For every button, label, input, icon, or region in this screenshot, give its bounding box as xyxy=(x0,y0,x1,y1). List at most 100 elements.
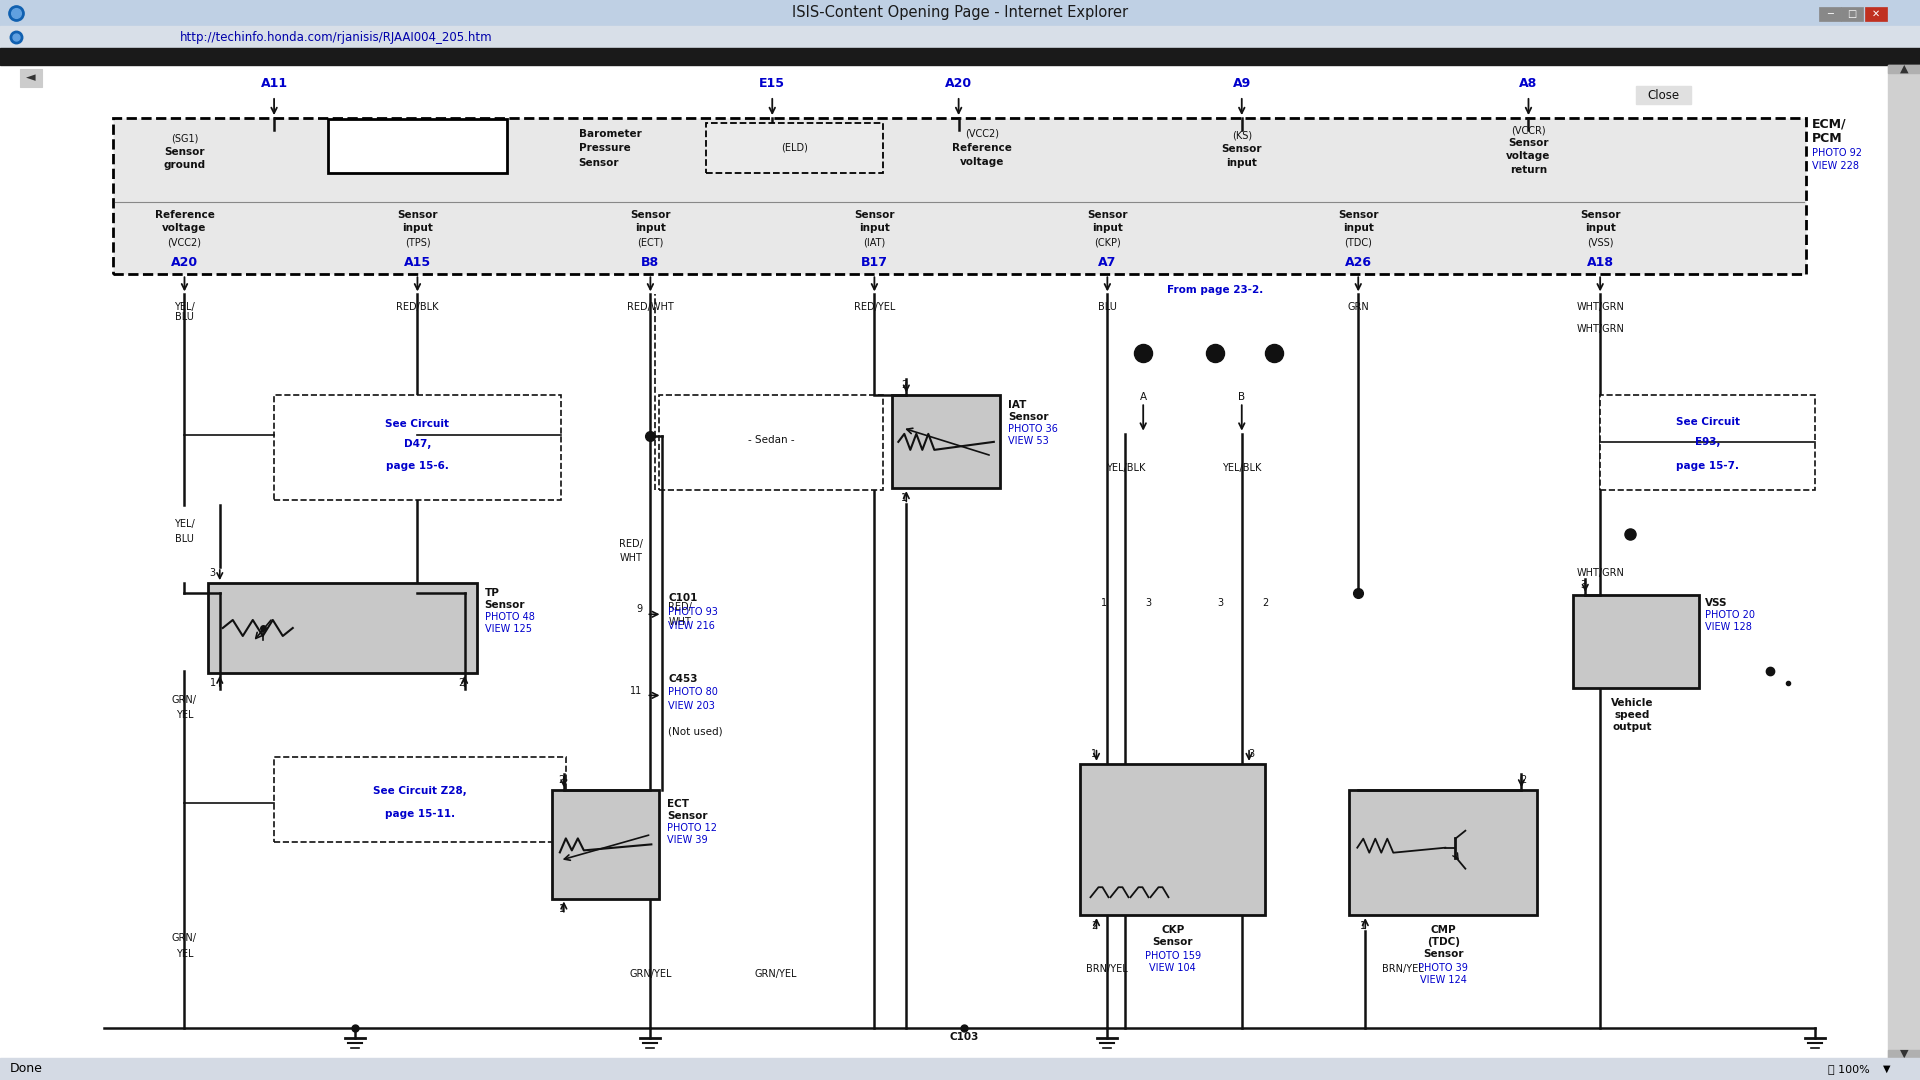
Text: 1: 1 xyxy=(1100,597,1106,608)
Text: Sensor: Sensor xyxy=(1338,210,1379,219)
Text: 11: 11 xyxy=(630,686,643,696)
Text: CKP: CKP xyxy=(1162,926,1185,935)
Text: Sensor: Sensor xyxy=(630,210,670,219)
Text: Close: Close xyxy=(1647,89,1680,102)
Text: 1: 1 xyxy=(209,678,215,688)
Text: A18: A18 xyxy=(1586,256,1613,269)
Text: (VCCR): (VCCR) xyxy=(1511,125,1546,136)
Text: input: input xyxy=(858,224,889,233)
Text: A20: A20 xyxy=(171,256,198,269)
Text: Sensor: Sensor xyxy=(484,600,524,610)
Bar xyxy=(1636,86,1692,105)
Text: ▼: ▼ xyxy=(1899,1049,1908,1059)
Text: PHOTO 80: PHOTO 80 xyxy=(668,688,718,698)
Bar xyxy=(1887,1050,1920,1058)
Text: (TDC): (TDC) xyxy=(1427,937,1459,947)
Bar xyxy=(275,757,566,842)
Bar xyxy=(1841,6,1862,21)
Text: GRN: GRN xyxy=(1348,302,1369,312)
Text: input: input xyxy=(1342,224,1373,233)
Bar xyxy=(1887,65,1920,1058)
Text: 1: 1 xyxy=(1359,921,1367,931)
Text: VIEW 104: VIEW 104 xyxy=(1150,963,1196,973)
Text: C103: C103 xyxy=(948,1031,979,1041)
Text: YEL: YEL xyxy=(177,710,194,720)
Text: BLU: BLU xyxy=(175,312,194,322)
Text: 🔍 100%: 🔍 100% xyxy=(1828,1064,1870,1074)
Text: Sensor: Sensor xyxy=(1423,949,1463,959)
Text: page 15-7.: page 15-7. xyxy=(1676,461,1740,471)
Text: WHT: WHT xyxy=(620,553,643,563)
Text: (ECT): (ECT) xyxy=(637,238,664,247)
Text: A: A xyxy=(1140,392,1146,403)
Text: 2: 2 xyxy=(1261,597,1269,608)
Text: GRN/YEL: GRN/YEL xyxy=(755,969,797,978)
Text: (VCC2): (VCC2) xyxy=(966,129,998,138)
Text: 2: 2 xyxy=(1091,921,1098,931)
Text: RED/: RED/ xyxy=(668,603,693,612)
Text: CMP: CMP xyxy=(1430,926,1455,935)
Text: VIEW 228: VIEW 228 xyxy=(1812,161,1859,171)
Text: RED/BLK: RED/BLK xyxy=(396,302,438,312)
Text: input: input xyxy=(636,224,666,233)
Bar xyxy=(1081,764,1265,915)
Text: PCM: PCM xyxy=(1812,132,1843,145)
Bar xyxy=(0,48,1920,65)
Text: See Circuit: See Circuit xyxy=(1676,417,1740,427)
Text: voltage: voltage xyxy=(960,157,1004,167)
Text: input: input xyxy=(401,224,432,233)
Text: PHOTO 159: PHOTO 159 xyxy=(1144,951,1200,961)
Text: PHOTO 20: PHOTO 20 xyxy=(1705,610,1755,620)
Text: (IAT): (IAT) xyxy=(864,238,885,247)
Bar xyxy=(1864,6,1887,21)
Text: C101: C101 xyxy=(668,593,697,603)
Text: Sensor: Sensor xyxy=(165,147,205,158)
Bar xyxy=(207,583,476,673)
Text: ─: ─ xyxy=(1828,9,1834,19)
Text: Sensor: Sensor xyxy=(1152,937,1192,947)
Text: (CKP): (CKP) xyxy=(1094,238,1121,247)
Text: (ELD): (ELD) xyxy=(781,143,808,152)
Text: Sensor: Sensor xyxy=(668,811,708,821)
Text: Reference: Reference xyxy=(952,144,1012,153)
Text: GRN/YEL: GRN/YEL xyxy=(630,969,672,978)
Text: A9: A9 xyxy=(1233,77,1252,90)
Text: (KS): (KS) xyxy=(1233,131,1252,140)
Text: YEL/: YEL/ xyxy=(175,302,194,312)
Text: RED/WHT: RED/WHT xyxy=(628,302,674,312)
Text: page 15-6.: page 15-6. xyxy=(386,461,449,471)
Text: GRN/: GRN/ xyxy=(173,696,198,705)
Text: voltage: voltage xyxy=(1507,151,1551,161)
Text: BRN/YEL: BRN/YEL xyxy=(1382,964,1425,974)
Text: PHOTO 92: PHOTO 92 xyxy=(1812,148,1862,158)
Bar xyxy=(1572,595,1699,688)
Text: Vehicle: Vehicle xyxy=(1611,698,1653,707)
Text: B: B xyxy=(1238,392,1246,403)
Text: Sensor: Sensor xyxy=(1221,145,1261,154)
Text: PHOTO 48: PHOTO 48 xyxy=(484,612,534,622)
Text: RED/: RED/ xyxy=(618,539,643,549)
Text: voltage: voltage xyxy=(163,224,207,233)
Text: BLU: BLU xyxy=(175,535,194,544)
Text: ▼: ▼ xyxy=(1882,1064,1889,1074)
Text: B17: B17 xyxy=(860,256,887,269)
Bar xyxy=(1599,395,1814,490)
Text: 2: 2 xyxy=(459,678,465,688)
Text: 3: 3 xyxy=(1248,748,1254,759)
Text: RED/YEL: RED/YEL xyxy=(854,302,895,312)
Text: 3: 3 xyxy=(209,568,215,578)
Text: http://techinfo.honda.com/rjanisis/RJAAI004_205.htm: http://techinfo.honda.com/rjanisis/RJAAI… xyxy=(180,30,493,43)
Text: A20: A20 xyxy=(945,77,972,90)
Text: input: input xyxy=(1584,224,1615,233)
Bar xyxy=(113,118,1807,274)
Text: 2: 2 xyxy=(900,380,908,391)
Text: 3: 3 xyxy=(1146,597,1152,608)
Text: 2: 2 xyxy=(559,775,564,785)
Text: IAT: IAT xyxy=(1008,401,1025,410)
Text: BRN/YEL: BRN/YEL xyxy=(1087,964,1129,974)
Text: ECT: ECT xyxy=(668,799,689,809)
Bar xyxy=(0,1058,1920,1080)
Bar xyxy=(1350,791,1538,915)
Text: output: output xyxy=(1613,721,1653,731)
Text: - Sedan -: - Sedan - xyxy=(749,435,795,445)
